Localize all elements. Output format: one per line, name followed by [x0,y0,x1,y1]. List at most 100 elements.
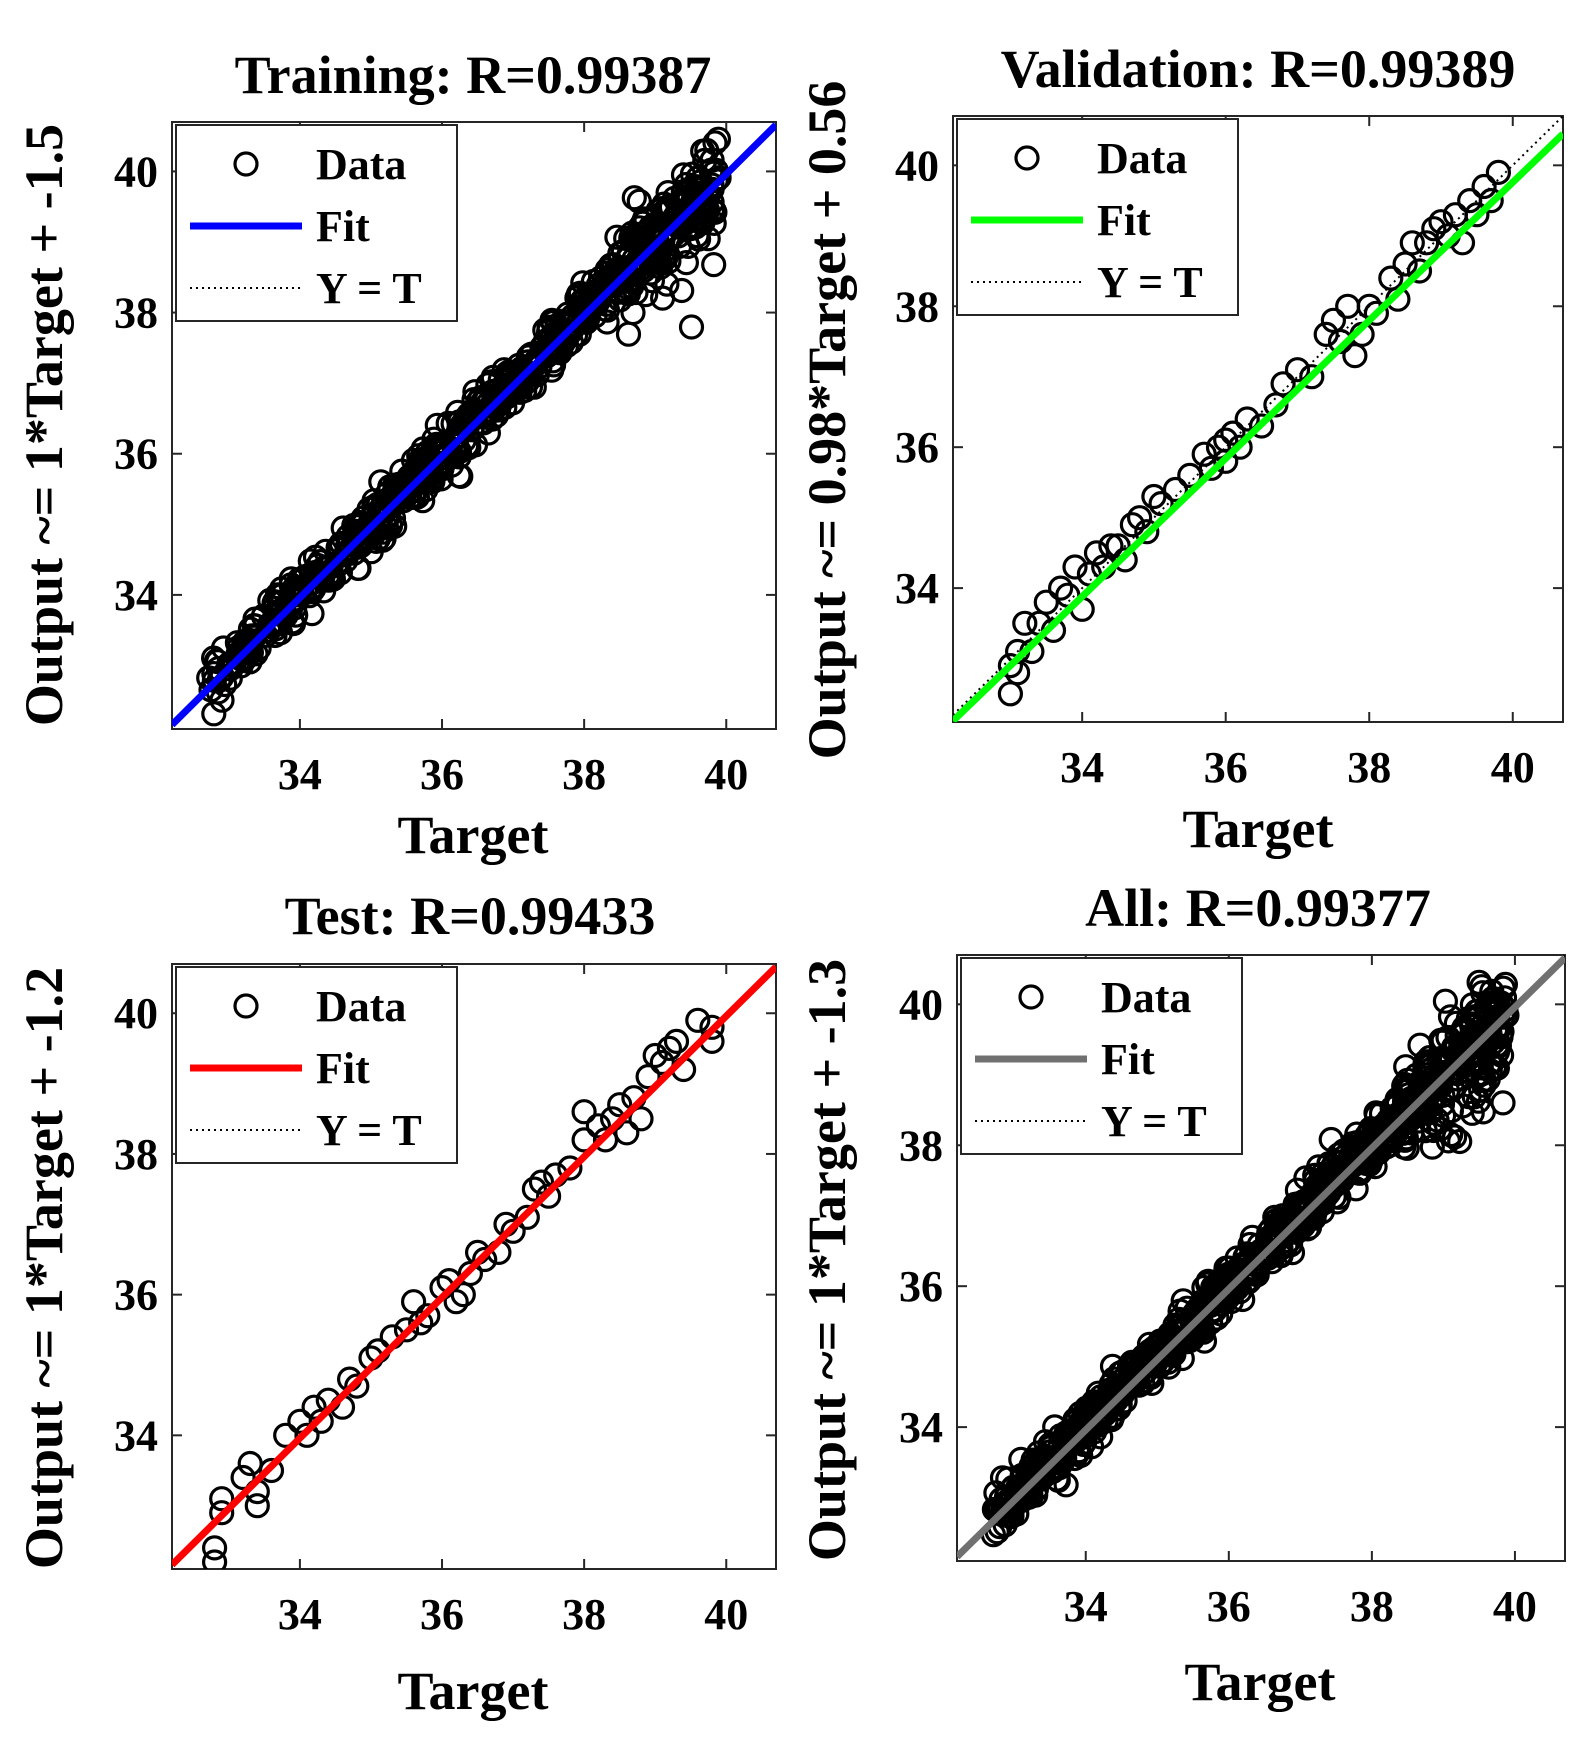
y-axis-label: Output ~= 1*Target + -1.2 [14,967,74,1569]
panel-validation: Validation: R=0.99389 34 36 38 40 34 36 38 40 D… [797,39,1564,859]
data-point [487,367,513,393]
data-point [699,147,725,173]
data-point [1234,406,1260,432]
x-tick-label: 38 [562,1590,606,1639]
data-point [226,643,252,669]
x-tick-label: 36 [420,750,464,799]
data-point [1162,476,1189,503]
legend-data-marker [1014,145,1040,171]
x-tick-label: 38 [1347,743,1391,792]
data-point [1469,1067,1496,1094]
data-point [585,1113,612,1139]
data-point [1299,364,1325,390]
data-point [673,250,700,276]
data-point [1464,202,1490,228]
data-point [209,1500,235,1526]
fit-line [172,122,776,728]
axes-box [952,115,1564,723]
legend-data-marker [233,151,259,177]
data-point [1220,420,1246,446]
x-axis-label: Target [1185,1652,1336,1712]
data-point [997,681,1024,707]
y-tick-label: 34 [899,1403,943,1452]
data-point [685,1007,711,1033]
x-tick-label: 34 [1060,743,1104,792]
data-point [294,1422,320,1448]
data-point [1152,1335,1178,1361]
data-point [1213,1255,1239,1281]
fit-line [953,131,1563,722]
data-point [1413,230,1440,256]
data-point [1247,1246,1274,1272]
data-point [1465,1005,1491,1031]
data-point [983,1480,1009,1506]
y-tick-label: 40 [114,989,158,1038]
data-point [701,252,727,278]
x-tick-label: 40 [704,1590,748,1639]
data-point [654,271,680,297]
legend-data-label: Data [316,140,406,189]
legend-data-label: Data [1101,973,1191,1022]
data-point [1112,547,1138,573]
data-point [521,1176,548,1202]
x-axis-label: Target [398,1661,549,1721]
data-point [1490,1090,1516,1116]
data-point [621,185,647,211]
data-point [1479,987,1505,1013]
x-tick-label: 38 [1350,1582,1394,1631]
data-point [571,306,597,332]
y-tick-label: 34 [895,564,939,613]
data-point [1491,985,1518,1011]
legend-data-label: Data [316,982,406,1031]
data-point [1449,1018,1476,1044]
axes-box [171,121,777,730]
data-point [1134,519,1160,545]
y-tick-label: 40 [114,147,158,196]
data-point [1141,483,1167,510]
data-point [1167,1298,1193,1324]
y-tick-label: 38 [114,1130,158,1179]
data-point [528,1169,555,1195]
y-tick-label: 36 [899,1262,943,1311]
data-point [1471,173,1497,200]
data-point [1065,1426,1091,1453]
legend-fit-label: Fit [1101,1035,1155,1084]
legend-identity-label: Y = T [316,1106,422,1155]
data-point [673,206,699,233]
data-point [620,300,646,326]
axes-box [956,954,1566,1562]
data-point [1270,371,1296,397]
data-point [701,210,727,236]
fit-line [957,955,1565,1560]
data-point [1191,441,1217,467]
data-point [651,191,677,217]
x-tick-label: 34 [278,750,322,799]
x-axis-label: Target [398,805,549,865]
x-tick-label: 34 [278,1590,322,1639]
x-tick-label: 40 [1493,1582,1537,1631]
data-point [614,1120,640,1146]
data-point [344,1373,370,1399]
data-point [258,1457,285,1484]
panel-title: All: R=0.99377 [1085,878,1431,938]
data-point [1478,188,1504,214]
legend-data-marker [233,993,259,1019]
data-point [607,1092,633,1118]
data-point [1316,1179,1342,1206]
y-tick-label: 36 [895,423,939,472]
data-point [680,173,707,199]
x-tick-label: 36 [1204,743,1248,792]
data-point [1342,343,1368,369]
data-point [1105,533,1131,559]
y-tick-label: 34 [114,1411,158,1460]
data-point [1485,159,1512,185]
legend-identity-label: Y = T [1097,258,1203,307]
data-point [1432,988,1459,1014]
data-point [1033,589,1059,615]
data-point [302,544,329,570]
data-point [1083,540,1110,566]
data-point [244,1493,270,1519]
data-point [1494,1002,1520,1028]
data-point [408,1310,434,1336]
y-tick-label: 40 [895,141,939,190]
